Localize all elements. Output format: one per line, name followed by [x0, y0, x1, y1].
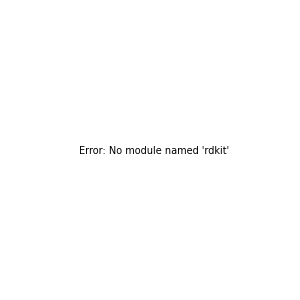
Text: Error: No module named 'rdkit': Error: No module named 'rdkit'	[79, 146, 229, 157]
